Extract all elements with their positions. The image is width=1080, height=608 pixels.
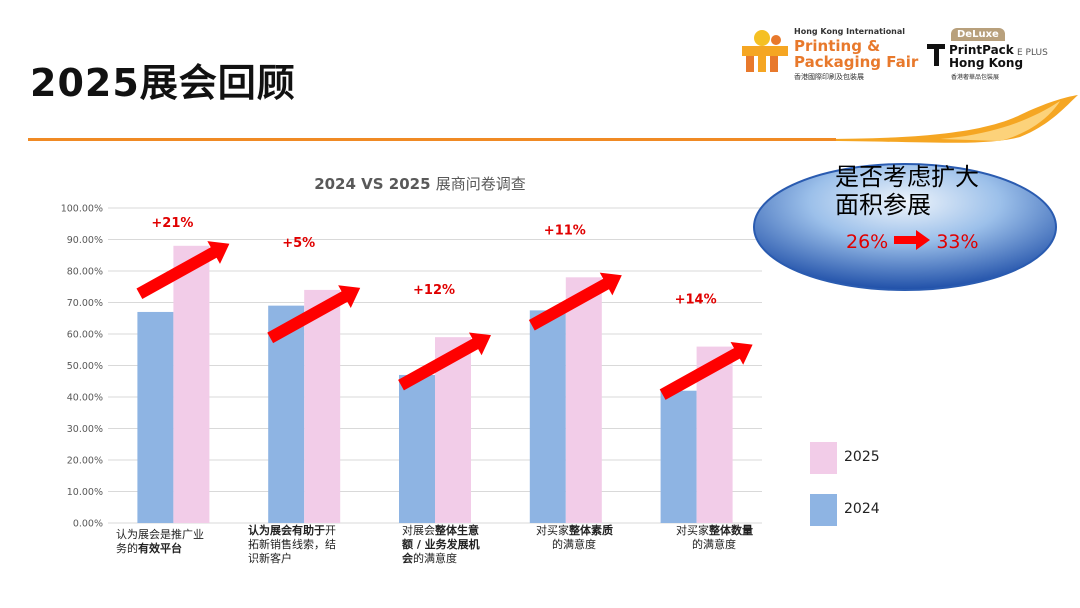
printpack-line1: PrintPack: [949, 43, 1014, 57]
category-label-4: 对买家整体素质 的满意度: [536, 524, 613, 551]
y-tick-label: 60.00%: [67, 330, 103, 341]
increase-arrow-1: [136, 241, 230, 300]
chart-title: 2024 VS 2025 展商问卷调查: [0, 173, 840, 194]
category-label-5: 对买家整体数量 的满意度: [676, 524, 753, 551]
increase-label-3: +12%: [413, 283, 455, 298]
hkpf-logo-mark: [742, 30, 788, 72]
y-tick-label: 90.00%: [67, 235, 103, 246]
callout-to: 33%: [936, 231, 979, 253]
bar-2025-4: [565, 277, 602, 523]
legend-swatch-2025: [810, 442, 837, 474]
increase-arrow-5: [659, 341, 753, 400]
hkpf-logo-zh: 香港國際印刷及包裝展: [794, 73, 864, 81]
legend-label-2024: 2024: [844, 501, 880, 517]
hkpf-logo-line2: Packaging Fair: [794, 53, 919, 71]
category-label-3: 对展会整体生意 额 / 业务发展机 会的满意度: [402, 524, 480, 565]
right-arrow-icon: [894, 230, 931, 253]
increase-arrow-4: [528, 272, 622, 331]
y-tick-label: 70.00%: [67, 298, 103, 309]
callout-from: 26%: [846, 231, 889, 253]
legend-item-2025: 2025: [810, 442, 950, 474]
y-tick-label: 50.00%: [67, 361, 103, 372]
eplus-logo: E PLUS: [1017, 48, 1048, 58]
increase-arrow-3: [398, 332, 491, 391]
increase-label-2: +5%: [282, 236, 315, 251]
hkpf-logo: Hong Kong International Printing & Packa…: [740, 26, 918, 86]
deluxe-tag: DeLuxe: [951, 28, 1005, 41]
chart-title-suffix: 展商问卷调查: [435, 175, 526, 193]
increase-label-1: +21%: [151, 216, 193, 231]
legend-swatch-2024: [810, 494, 837, 526]
category-label-2: 认为展会有助于开 拓新销售线索，结 识新客户: [248, 524, 336, 565]
y-tick-label: 0.00%: [73, 519, 103, 530]
y-tick-label: 10.00%: [67, 487, 103, 498]
chart-title-main: 2024 VS 2025: [314, 175, 431, 193]
bar-2024-4: [529, 310, 566, 523]
category-label-1: 认为展会是推广业 务的有效平台: [116, 528, 204, 555]
orange-swoosh-decoration: [820, 95, 1078, 143]
callout-values: 26% 33%: [846, 230, 979, 253]
y-tick-label: 20.00%: [67, 456, 103, 467]
hkpf-logo-small: Hong Kong International: [794, 27, 906, 36]
increase-label-5: +14%: [675, 293, 717, 308]
bar-2025-1: [173, 245, 210, 524]
callout-text: 是否考虑扩大 面积参展: [835, 163, 979, 219]
y-tick-label: 80.00%: [67, 267, 103, 278]
y-tick-label: 30.00%: [67, 424, 103, 435]
callout-line1: 是否考虑扩大: [835, 163, 979, 191]
bar-2024-1: [137, 311, 174, 523]
printpack-logo-mark: [927, 44, 945, 66]
legend-item-2024: 2024: [810, 494, 950, 526]
increase-arrow-2: [267, 285, 361, 344]
y-tick-label: 40.00%: [67, 393, 103, 404]
deluxe-printpack-logo: DeLuxe PrintPack Hong Kong 香港奢華品包裝展 E PL…: [925, 28, 1055, 84]
title-underline: [28, 138, 836, 141]
bar-2024-3: [399, 374, 435, 523]
bar-chart: 0.00% 10.00% 20.00% 30.00% 40.00% 50.00% 60.00…: [61, 204, 762, 530]
printpack-zh: 香港奢華品包裝展: [951, 74, 1000, 81]
bar-2025-2: [304, 289, 341, 523]
bar-2024-5: [660, 390, 697, 523]
hkpf-logo-line1: Printing &: [794, 37, 881, 55]
page-title: 2025展会回顾: [30, 61, 296, 105]
printpack-line2: Hong Kong: [949, 56, 1024, 70]
y-tick-label: 100.00%: [61, 204, 103, 215]
callout-bubble: [753, 163, 1057, 291]
legend-label-2025: 2025: [844, 449, 880, 465]
callout-line2: 面积参展: [835, 191, 931, 219]
increase-label-4: +11%: [544, 223, 586, 238]
